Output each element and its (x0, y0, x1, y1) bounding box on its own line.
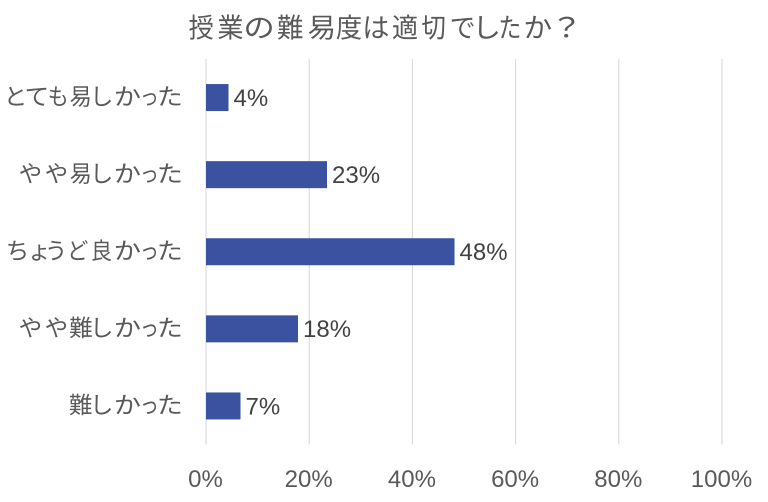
svg-text:80%: 80% (594, 466, 642, 493)
svg-text:18%: 18% (303, 316, 351, 343)
svg-text:60%: 60% (491, 466, 539, 493)
svg-text:20%: 20% (285, 466, 333, 493)
svg-text:23%: 23% (332, 162, 380, 189)
svg-text:40%: 40% (388, 466, 436, 493)
svg-text:4%: 4% (234, 85, 269, 112)
svg-text:0%: 0% (188, 466, 223, 493)
svg-text:7%: 7% (246, 393, 281, 420)
svg-text:100%: 100% (691, 466, 752, 493)
svg-text:48%: 48% (460, 239, 508, 266)
